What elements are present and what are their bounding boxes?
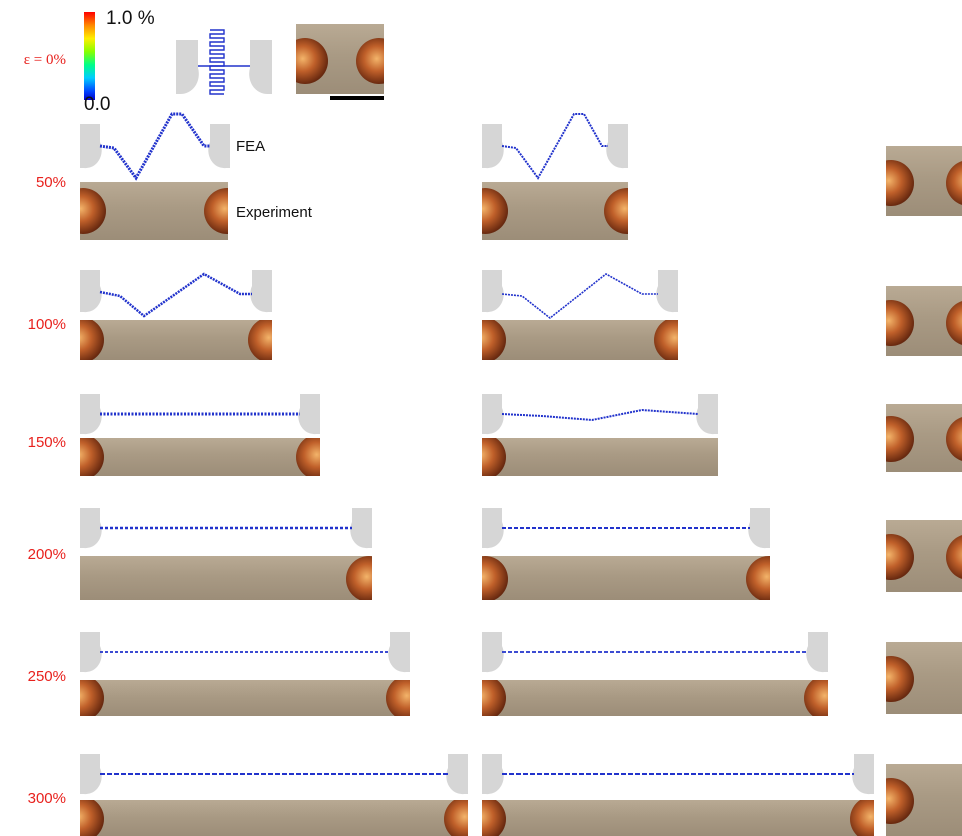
fea-initial-structure — [176, 29, 272, 95]
experiment-legend-label: Experiment — [236, 204, 312, 221]
fea-200-middle — [482, 508, 770, 549]
experiment-photo-200-right — [886, 520, 962, 592]
experiment-photo-200-left — [80, 556, 372, 600]
fea-250-left — [80, 632, 410, 673]
strain-label-0: ε = 0% — [23, 52, 66, 68]
strain-label-50: 50% — [35, 174, 66, 191]
experiment-photo-250-right — [886, 642, 962, 714]
fea-200-left — [80, 508, 372, 549]
colorbar-min-label: 0.0 — [84, 94, 111, 115]
experiment-photo-initial — [296, 24, 384, 94]
experiment-photo-300-middle — [482, 800, 874, 836]
experiment-photo-100-right — [886, 286, 962, 356]
experiment-photo-250-middle — [482, 680, 828, 716]
fea-100-left — [80, 270, 272, 318]
strain-label-150: 150% — [27, 434, 66, 451]
experiment-photo-300-left — [80, 800, 468, 836]
experiment-photo-150-right — [886, 404, 962, 472]
strain-label-250: 250% — [27, 668, 66, 685]
strain-label-300: 300% — [27, 790, 66, 807]
fea-100-middle — [482, 270, 678, 320]
fea-150-middle — [482, 394, 718, 435]
experiment-photo-50-right — [886, 146, 962, 216]
colorbar — [84, 12, 95, 100]
fea-legend-label: FEA — [236, 138, 266, 155]
experiment-photo-100-left — [80, 320, 272, 360]
colorbar-max-label: 1.0 % — [106, 8, 155, 29]
strain-label-200: 200% — [27, 546, 66, 563]
experiment-photo-150-left — [80, 438, 320, 476]
experiment-photo-50-middle — [482, 182, 628, 240]
experiment-photo-100-middle — [482, 320, 678, 360]
fea-50-middle — [482, 113, 628, 180]
experiment-photo-50-left — [80, 182, 228, 240]
experiment-photo-300-right — [886, 764, 962, 836]
scale-bar — [330, 96, 384, 100]
fea-300-left — [80, 754, 468, 795]
experiment-photo-150-middle — [482, 438, 718, 476]
fea-250-middle — [482, 632, 828, 673]
strain-label-100: 100% — [27, 316, 66, 333]
fea-300-middle — [482, 754, 874, 795]
experiment-photo-250-left — [80, 680, 410, 716]
experiment-photo-200-middle — [482, 556, 770, 600]
fea-150-left — [80, 394, 320, 435]
fea-50-left — [80, 112, 230, 181]
